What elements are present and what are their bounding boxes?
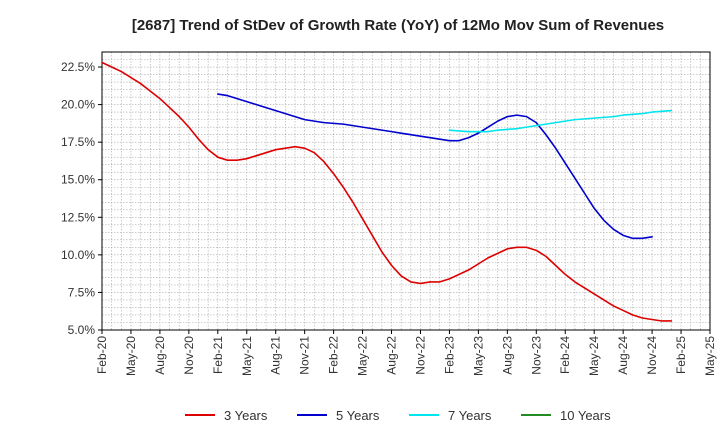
x-tick-label: Feb-25 [674,336,688,374]
x-tick-label: May-25 [703,336,717,376]
x-tick-label: Nov-20 [182,336,196,375]
x-axis-ticks: Feb-20 May-20 Aug-20 Nov-20 Feb-21 May-21 Aug-… [95,330,717,376]
series-line-3-years [101,61,673,322]
x-tick-label: Aug-20 [153,336,167,375]
x-tick-label: Nov-22 [413,336,427,375]
x-tick-label: Aug-23 [500,336,514,375]
x-tick-label: Feb-23 [442,336,456,374]
x-tick-label: Feb-24 [558,336,572,374]
legend-label-10-years: 10 Years [560,408,611,423]
y-tick-label: 12.5% [61,210,95,224]
x-tick-label: Nov-23 [529,336,543,375]
y-tick-label: 5.0% [68,323,96,337]
x-tick-label: May-21 [240,336,254,376]
series-line-5-years [217,93,653,240]
y-tick-label: 22.5% [61,60,95,74]
series-lines [101,61,673,322]
y-tick-label: 10.0% [61,248,95,262]
x-tick-label: May-24 [587,336,601,376]
x-tick-label: May-23 [471,336,485,376]
y-tick-label: 7.5% [68,285,96,299]
x-tick-label: May-22 [356,336,370,376]
x-tick-label: Feb-22 [327,336,341,374]
plot-area-frame [101,51,711,331]
legend: 3 Years 5 Years 7 Years 10 Years [185,408,611,423]
x-tick-label: Nov-24 [645,336,659,375]
x-tick-label: Feb-20 [95,336,109,374]
y-tick-label: 17.5% [61,135,95,149]
x-tick-label: Aug-22 [385,336,399,375]
grid-lines [102,52,710,330]
chart-title: [2687] Trend of StDev of Growth Rate (Yo… [132,17,664,34]
y-tick-label: 15.0% [61,173,95,187]
legend-label-5-years: 5 Years [336,408,380,423]
x-tick-label: May-20 [124,336,138,376]
x-tick-label: Aug-24 [616,336,630,375]
series-line-7-years [448,109,673,133]
x-tick-label: Aug-21 [269,336,283,375]
x-tick-label: Nov-21 [298,336,312,375]
x-tick-label: Feb-21 [211,336,225,374]
legend-label-7-years: 7 Years [448,408,492,423]
y-axis-ticks: 5.0% 7.5% 10.0% 12.5% 15.0% 17.5% 20.0% 22.5% [61,60,102,337]
legend-label-3-years: 3 Years [224,408,268,423]
y-tick-label: 20.0% [61,98,95,112]
